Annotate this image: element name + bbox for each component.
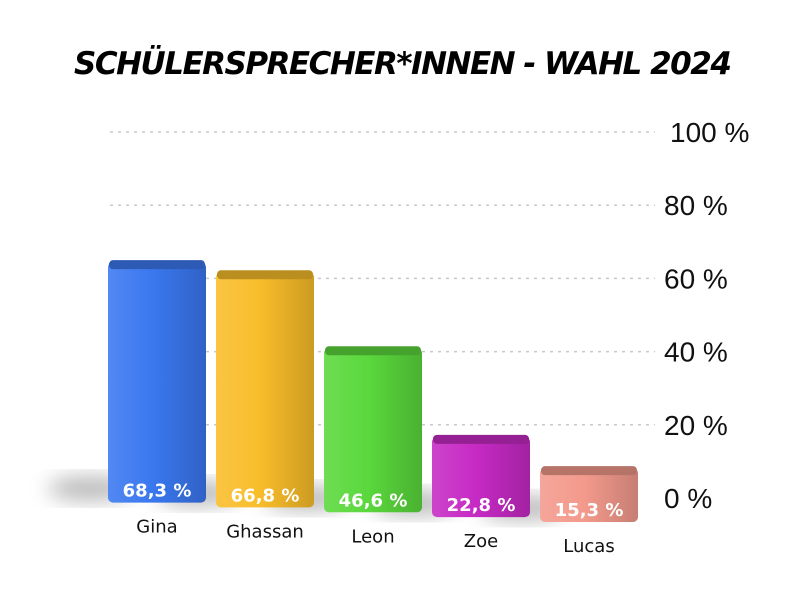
- y-tick-label: 100 %: [670, 117, 749, 148]
- bar-value-label: 66,8 %: [231, 485, 300, 506]
- bar-zoe: [432, 436, 530, 518]
- bar-top-cap: [433, 434, 529, 444]
- bar-gina: [108, 262, 206, 503]
- chart-title: SCHÜLERSPRECHER*INNEN - WAHL 2024: [74, 46, 732, 82]
- y-tick-label: 40 %: [664, 337, 728, 368]
- y-tick-label: 20 %: [664, 410, 728, 441]
- bar-leon: [324, 348, 422, 513]
- y-tick-label: 0 %: [664, 483, 712, 514]
- category-label: Ghassan: [226, 521, 304, 542]
- bar-value-label: 46,6 %: [339, 490, 408, 511]
- bar-top-cap: [541, 466, 637, 476]
- bar-top-cap: [109, 260, 205, 270]
- bar-top-cap: [325, 346, 421, 356]
- bar-value-label: 15,3 %: [555, 500, 624, 521]
- category-label: Lucas: [563, 536, 614, 557]
- y-tick-label: 80 %: [664, 190, 728, 221]
- bar-ghassan: [216, 272, 314, 508]
- y-tick-label: 60 %: [664, 263, 728, 294]
- category-label: Zoe: [464, 531, 498, 552]
- category-label: Gina: [136, 517, 177, 538]
- bar-value-label: 22,8 %: [447, 495, 516, 516]
- bar-lucas: [540, 468, 638, 523]
- bar-top-cap: [217, 270, 313, 280]
- bar-value-label: 68,3 %: [123, 481, 192, 502]
- category-label: Leon: [351, 526, 394, 547]
